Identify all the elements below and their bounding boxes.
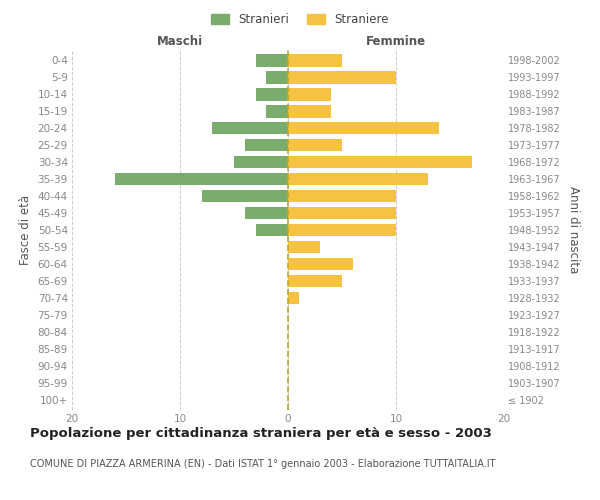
Y-axis label: Anni di nascita: Anni di nascita bbox=[568, 186, 580, 274]
Y-axis label: Fasce di età: Fasce di età bbox=[19, 195, 32, 265]
Bar bbox=[212, 122, 288, 134]
Bar bbox=[288, 258, 353, 270]
Bar bbox=[115, 172, 288, 186]
Text: Popolazione per cittadinanza straniera per età e sesso - 2003: Popolazione per cittadinanza straniera p… bbox=[30, 428, 492, 440]
Bar bbox=[288, 274, 342, 287]
Bar bbox=[256, 54, 288, 66]
Bar bbox=[288, 71, 396, 84]
Bar bbox=[288, 240, 320, 254]
Text: Maschi: Maschi bbox=[157, 36, 203, 49]
Legend: Stranieri, Straniere: Stranieri, Straniere bbox=[206, 8, 394, 31]
Text: COMUNE DI PIAZZA ARMERINA (EN) - Dati ISTAT 1° gennaio 2003 - Elaborazione TUTTA: COMUNE DI PIAZZA ARMERINA (EN) - Dati IS… bbox=[30, 459, 496, 469]
Bar bbox=[256, 88, 288, 101]
Bar bbox=[288, 54, 342, 66]
Bar bbox=[288, 88, 331, 101]
Bar bbox=[288, 105, 331, 118]
Bar bbox=[288, 206, 396, 220]
Bar bbox=[234, 156, 288, 168]
Bar bbox=[288, 224, 396, 236]
Bar bbox=[288, 292, 299, 304]
Bar bbox=[245, 138, 288, 151]
Text: Femmine: Femmine bbox=[366, 36, 426, 49]
Bar bbox=[256, 224, 288, 236]
Bar bbox=[202, 190, 288, 202]
Bar bbox=[266, 105, 288, 118]
Bar bbox=[288, 172, 428, 186]
Bar bbox=[245, 206, 288, 220]
Bar bbox=[288, 122, 439, 134]
Bar bbox=[266, 71, 288, 84]
Bar bbox=[288, 156, 472, 168]
Bar bbox=[288, 190, 396, 202]
Bar bbox=[288, 138, 342, 151]
